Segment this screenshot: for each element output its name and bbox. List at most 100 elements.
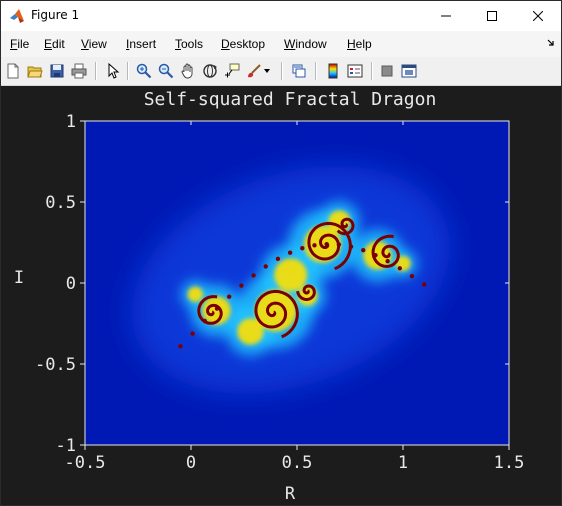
- zoom-in-icon: [136, 63, 152, 79]
- menu-edit[interactable]: Edit: [44, 37, 65, 51]
- fractal-dot: [251, 273, 256, 278]
- menu-insert[interactable]: Insert: [126, 37, 157, 51]
- hide-plot-tools-button[interactable]: [377, 61, 397, 81]
- save-icon: [50, 64, 64, 78]
- chart-title: Self-squared Fractal Dragon: [144, 89, 437, 110]
- y-axis-label: I: [14, 268, 24, 288]
- toolbar-separator: [371, 62, 373, 80]
- y-tick-label: -1: [56, 436, 76, 456]
- figure-canvas: Self-squared Fractal Dragon -0.5 0 0.5 1 1.5…: [1, 86, 561, 505]
- menu-view[interactable]: View: [81, 37, 107, 51]
- menu-desktop[interactable]: Desktop: [221, 37, 266, 51]
- edit-plot-arrow-icon: [108, 63, 120, 79]
- fractal-region: [187, 286, 203, 303]
- zoom-in-button[interactable]: [134, 61, 154, 81]
- fractal-region: [254, 289, 297, 332]
- save-button[interactable]: [47, 61, 67, 81]
- fractal-region: [328, 210, 351, 233]
- toolbar-separator: [127, 62, 129, 80]
- toolbar-separator: [95, 62, 97, 80]
- zoom-out-icon: [158, 63, 174, 79]
- pan-hand-icon: [181, 63, 193, 79]
- fractal-image: [85, 121, 509, 445]
- fractal-dot: [409, 273, 415, 279]
- toolbar-separator: [281, 62, 283, 80]
- fractal-dragon: [131, 166, 450, 394]
- fractal-region: [297, 286, 318, 306]
- close-button[interactable]: [515, 1, 561, 31]
- fractal-dot: [348, 244, 354, 249]
- show-plot-tools-button[interactable]: [399, 61, 419, 81]
- matlab-logo-icon: [10, 9, 24, 23]
- new-figure-icon: [7, 63, 19, 79]
- fractal-dot: [239, 283, 244, 288]
- menu-tools[interactable]: Tools: [175, 37, 204, 51]
- rotate-3d-icon: [203, 64, 217, 78]
- colorbar-icon: [328, 63, 338, 79]
- chevron-down-icon: [264, 69, 270, 73]
- open-file-button[interactable]: [25, 61, 45, 81]
- maximize-button[interactable]: [469, 1, 515, 31]
- x-tick-label: 1: [398, 453, 408, 473]
- figure-toolbar: [1, 57, 561, 86]
- fractal-dot: [422, 282, 427, 287]
- fractal-plot[interactable]: Self-squared Fractal Dragon -0.5 0 0.5 1 1.5…: [1, 86, 561, 505]
- brush-button[interactable]: [244, 61, 264, 81]
- axis-ticks: -0.5 0 0.5 1 1.510.50-0.5-1: [35, 112, 524, 473]
- data-cursor-icon: [225, 63, 240, 78]
- menu-help[interactable]: Help: [347, 37, 372, 51]
- open-file-icon: [27, 66, 43, 78]
- rotate-3d-button[interactable]: [200, 61, 220, 81]
- fractal-dot: [324, 241, 329, 247]
- y-tick-label: 0.5: [45, 193, 76, 213]
- edit-plot-button[interactable]: [103, 61, 123, 81]
- fractal-dot: [202, 318, 207, 324]
- fractal-region: [237, 318, 264, 345]
- fractal-dot: [275, 256, 281, 262]
- fractal-dot: [336, 242, 342, 247]
- zoom-out-button[interactable]: [156, 61, 176, 81]
- x-axis-label: R: [285, 484, 296, 504]
- minimize-button[interactable]: [423, 1, 469, 31]
- insert-legend-button[interactable]: [345, 61, 365, 81]
- fractal-region: [274, 258, 308, 292]
- fractal-dot: [226, 294, 232, 299]
- fractal-core-spirals: [178, 217, 427, 349]
- print-button[interactable]: [69, 61, 89, 81]
- fractal-dot: [300, 245, 305, 251]
- fractal-spiral: [336, 217, 355, 236]
- fractal-dot: [312, 243, 317, 248]
- fractal-dot: [361, 248, 366, 253]
- maximize-icon: [487, 11, 497, 21]
- print-icon: [71, 63, 87, 79]
- fractal-dot: [287, 250, 293, 255]
- dock-arrow-icon[interactable]: [547, 39, 555, 47]
- menu-file[interactable]: File: [10, 37, 30, 51]
- title-bar: Figure 1: [1, 1, 561, 31]
- brush-dropdown-button[interactable]: [262, 61, 272, 81]
- y-tick-label: 1: [66, 112, 76, 132]
- fractal-dot: [190, 331, 195, 336]
- fractal-dot: [263, 264, 268, 269]
- fractal-spiral: [371, 234, 400, 268]
- pan-button[interactable]: [178, 61, 198, 81]
- link-plot-button[interactable]: [289, 61, 309, 81]
- x-tick-label: -0.5: [65, 453, 106, 473]
- fractal-dot: [397, 266, 403, 271]
- link-plot-icon: [292, 64, 306, 78]
- menu-window[interactable]: Window: [284, 37, 327, 51]
- brush-icon: [248, 64, 261, 78]
- fractal-dot: [373, 252, 378, 258]
- fractal-dot: [178, 344, 183, 349]
- close-icon: [533, 11, 543, 21]
- data-cursor-button[interactable]: [222, 61, 242, 81]
- fractal-dot: [214, 306, 220, 311]
- show-plot-tools-icon: [401, 64, 417, 78]
- y-tick-label: 0: [66, 274, 76, 294]
- y-tick-label: -0.5: [35, 355, 76, 375]
- insert-colorbar-button[interactable]: [323, 61, 343, 81]
- x-tick-label: 1.5: [494, 453, 525, 473]
- new-figure-button[interactable]: [3, 61, 23, 81]
- fractal-spiral: [296, 284, 316, 301]
